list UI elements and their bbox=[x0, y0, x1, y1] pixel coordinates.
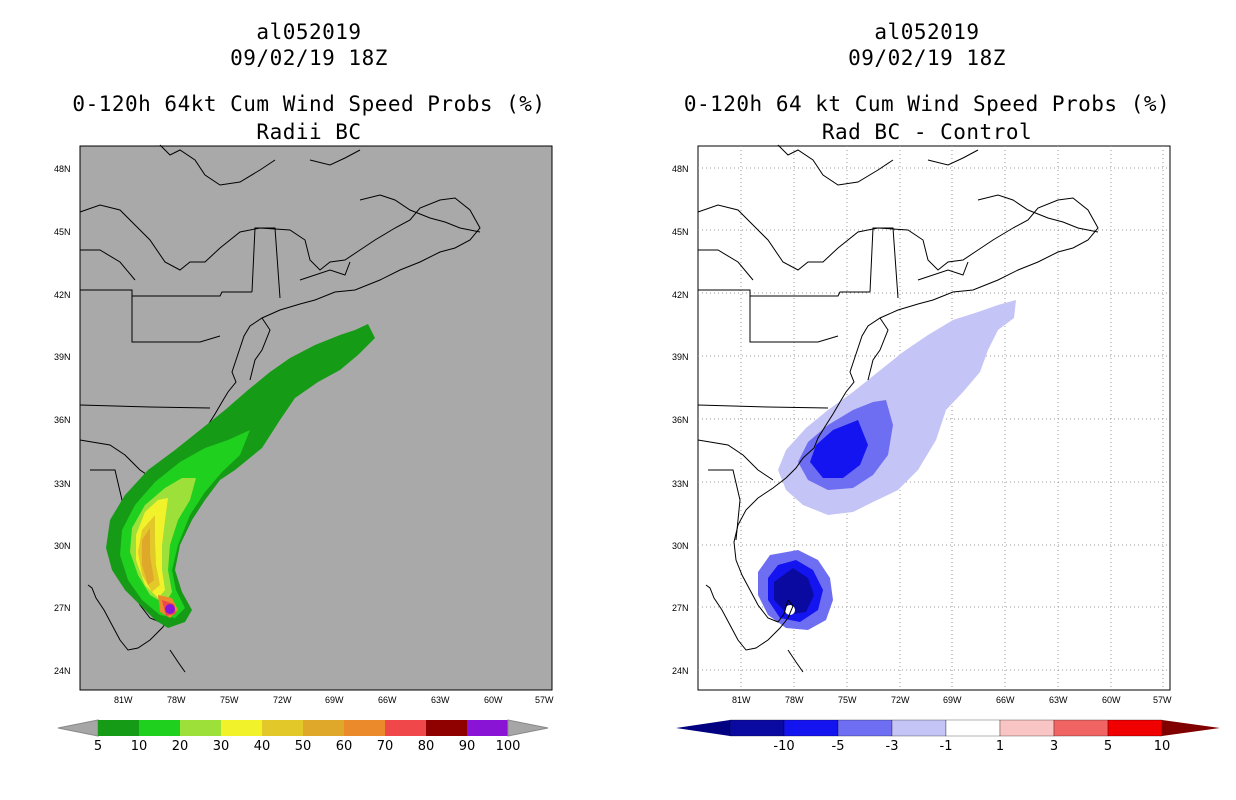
lat-label: 42N bbox=[54, 290, 71, 300]
lon-label: 57W bbox=[1153, 695, 1172, 705]
colorbar-left: 5 10 20 30 40 50 60 70 80 90 100 bbox=[57, 719, 549, 754]
colorbar-swatch bbox=[999, 719, 1055, 737]
colorbar-label: -3 bbox=[886, 739, 899, 754]
colorbar-label: 70 bbox=[377, 739, 394, 754]
lon-label: 78W bbox=[785, 695, 804, 705]
wind-prob-swath bbox=[106, 324, 375, 628]
lat-label: 27N bbox=[672, 603, 689, 613]
colorbar-swatch bbox=[344, 720, 385, 736]
lon-label: 81W bbox=[732, 695, 751, 705]
datetime: 09/02/19 18Z bbox=[230, 46, 388, 70]
colorbar-swatch bbox=[783, 719, 839, 737]
colorbar-label: 5 bbox=[1104, 739, 1112, 754]
colorbar-label: 80 bbox=[418, 739, 435, 754]
lon-label: 66W bbox=[996, 695, 1015, 705]
lon-axis: 81W 78W 75W 72W 69W 66W 63W 60W 57W bbox=[732, 695, 1172, 705]
lon-label: 75W bbox=[838, 695, 857, 705]
colorbar-label: 30 bbox=[213, 739, 230, 754]
lat-label: 48N bbox=[54, 164, 71, 174]
colorbar-label: -5 bbox=[832, 739, 845, 754]
colorbar-label: 100 bbox=[496, 739, 521, 754]
storm-id: al052019 bbox=[874, 20, 980, 44]
difference-field bbox=[758, 300, 1016, 630]
colorbar-swatch bbox=[221, 720, 262, 736]
lon-label: 75W bbox=[220, 695, 239, 705]
map-figure-left: 48N 45N 42N 39N 36N 33N 30N 27N 24N 81W … bbox=[54, 144, 554, 754]
lat-label: 24N bbox=[54, 666, 71, 676]
lon-label: 63W bbox=[431, 695, 450, 705]
colorbar-label: 1 bbox=[996, 739, 1004, 754]
colorbar-label: 50 bbox=[295, 739, 312, 754]
lat-label: 27N bbox=[54, 603, 71, 613]
panel-radii-bc: al052019 09/02/19 18Z 0-120h 64kt Cum Wi… bbox=[54, 20, 554, 754]
lat-label: 39N bbox=[672, 352, 689, 362]
colorbar-label: 40 bbox=[254, 739, 271, 754]
panel-rad-bc-minus-control: al052019 09/02/19 18Z 0-120h 64 kt Cum W… bbox=[618, 0, 1236, 800]
colorbar-label: -1 bbox=[940, 739, 953, 754]
colorbar-label: 5 bbox=[94, 739, 102, 754]
colorbar-swatch bbox=[303, 720, 344, 736]
lon-label: 63W bbox=[1049, 695, 1068, 705]
lon-label: 57W bbox=[535, 695, 554, 705]
lon-label: 69W bbox=[325, 695, 344, 705]
lat-label: 33N bbox=[672, 479, 689, 489]
coastline bbox=[697, 144, 1099, 673]
lat-label: 39N bbox=[54, 352, 71, 362]
lon-label: 78W bbox=[167, 695, 186, 705]
lon-label: 60W bbox=[1102, 695, 1121, 705]
colorbar-swatch bbox=[262, 720, 303, 736]
lon-label: 60W bbox=[484, 695, 503, 705]
lat-label: 45N bbox=[672, 227, 689, 237]
colorbar-arrow-left bbox=[676, 720, 730, 736]
colorbar-label: 20 bbox=[172, 739, 189, 754]
colorbar-swatch bbox=[945, 719, 1001, 737]
lat-axis: 48N 45N 42N 39N 36N 33N 30N 27N 24N bbox=[672, 164, 689, 676]
lat-label: 30N bbox=[672, 541, 689, 551]
lon-label: 81W bbox=[114, 695, 133, 705]
colorbar-right: -10 -5 -3 -1 1 3 5 10 bbox=[676, 719, 1220, 754]
colorbar-swatch bbox=[467, 720, 508, 736]
colorbar-label: 3 bbox=[1050, 739, 1058, 754]
colorbar-swatch bbox=[385, 720, 426, 736]
colorbar-label: 90 bbox=[459, 739, 476, 754]
colorbar-label: 10 bbox=[131, 739, 148, 754]
colorbar-swatch bbox=[1107, 719, 1163, 737]
lon-label: 66W bbox=[378, 695, 397, 705]
colorbar-swatch bbox=[426, 720, 467, 736]
colorbar-swatch bbox=[1053, 719, 1109, 737]
colorbar-swatch bbox=[139, 720, 180, 736]
lat-label: 30N bbox=[54, 541, 71, 551]
colorbar-label: 10 bbox=[1154, 739, 1171, 754]
map-title: 0-120h 64 kt Cum Wind Speed Probs (%) bbox=[683, 92, 1171, 116]
colorbar-label: 60 bbox=[336, 739, 353, 754]
map-title: 0-120h 64kt Cum Wind Speed Probs (%) bbox=[72, 92, 546, 116]
datetime: 09/02/19 18Z bbox=[848, 46, 1006, 70]
lat-label: 36N bbox=[54, 415, 71, 425]
lat-label: 48N bbox=[672, 164, 689, 174]
lat-label: 45N bbox=[54, 227, 71, 237]
lon-label: 69W bbox=[943, 695, 962, 705]
lat-label: 33N bbox=[54, 479, 71, 489]
lat-label: 24N bbox=[672, 666, 689, 676]
lat-axis: 48N 45N 42N 39N 36N 33N 30N 27N 24N bbox=[54, 164, 71, 676]
colorbar-arrow-right bbox=[507, 719, 549, 737]
colorbar-swatch bbox=[837, 719, 893, 737]
map-subtitle: Rad BC - Control bbox=[821, 120, 1033, 144]
map-subtitle: Radii BC bbox=[256, 120, 362, 144]
lat-label: 42N bbox=[672, 290, 689, 300]
colorbar-arrow-right bbox=[1162, 720, 1220, 736]
lon-axis: 81W 78W 75W 72W 69W 66W 63W 60W 57W bbox=[114, 695, 554, 705]
map-figure-right: 48N 45N 42N 39N 36N 33N 30N 27N 24N 81W … bbox=[672, 144, 1220, 754]
colorbar-swatch bbox=[729, 719, 785, 737]
lon-label: 72W bbox=[891, 695, 910, 705]
colorbar-swatch bbox=[891, 719, 947, 737]
colorbar-arrow-left bbox=[57, 719, 99, 737]
lat-label: 36N bbox=[672, 415, 689, 425]
storm-id: al052019 bbox=[256, 20, 362, 44]
lon-label: 72W bbox=[273, 695, 292, 705]
colorbar-swatch bbox=[180, 720, 221, 736]
colorbar-swatch bbox=[98, 720, 139, 736]
colorbar-label: -10 bbox=[773, 739, 794, 754]
